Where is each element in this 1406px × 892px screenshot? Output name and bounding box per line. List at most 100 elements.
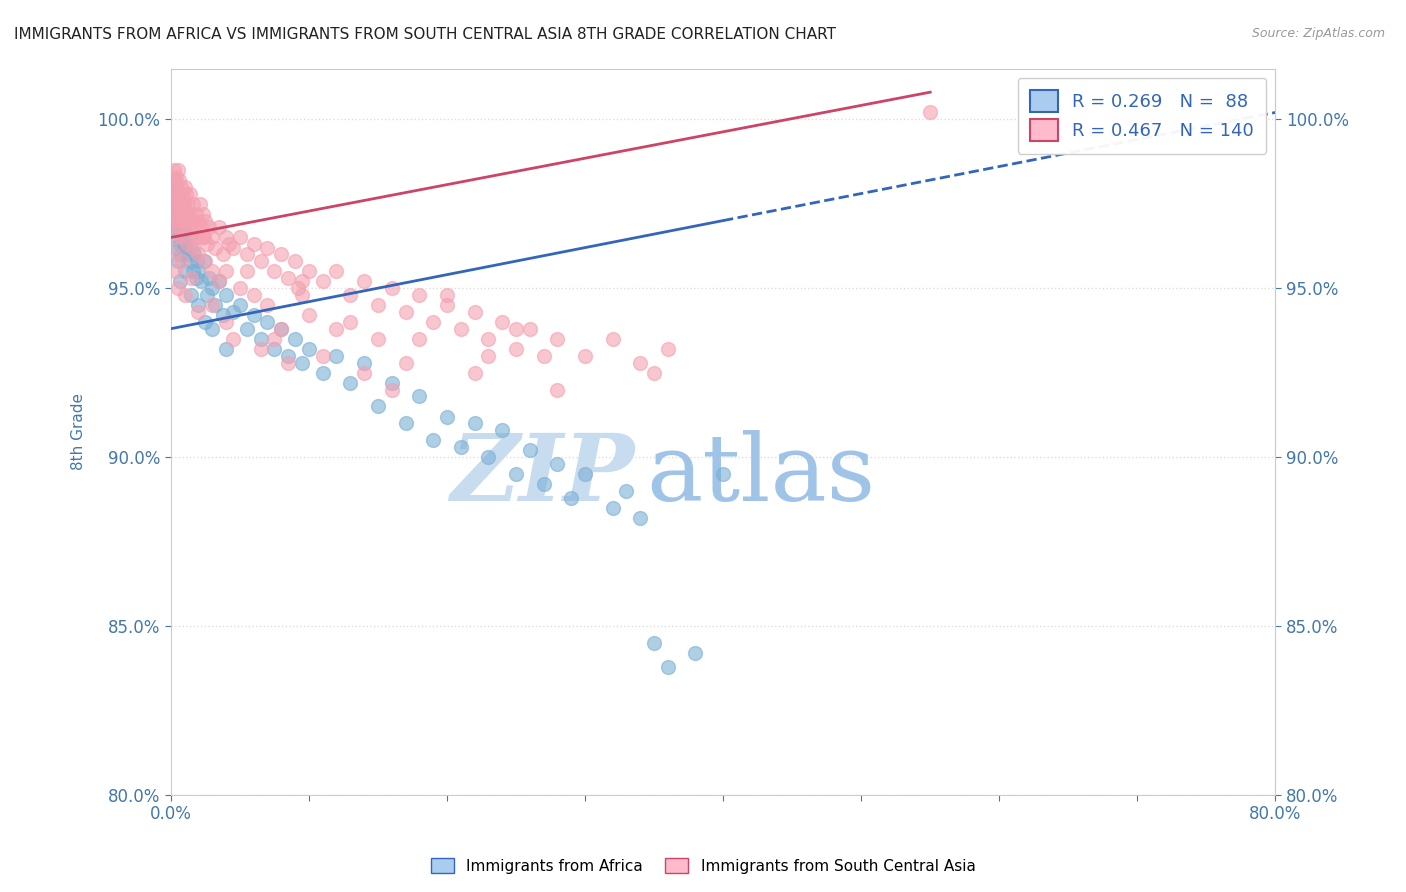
Point: [174, 186, 197, 201]
Point: [291, 288, 314, 302]
Point: [180, 271, 202, 285]
Point: [464, 305, 486, 319]
Point: [215, 288, 238, 302]
Point: [291, 355, 314, 369]
Point: [381, 376, 404, 390]
Point: [235, 247, 257, 261]
Point: [311, 366, 333, 380]
Point: [298, 264, 321, 278]
Point: [172, 186, 194, 201]
Point: [163, 230, 186, 244]
Point: [325, 349, 347, 363]
Point: [560, 491, 582, 505]
Point: [394, 355, 416, 369]
Point: [169, 196, 191, 211]
Point: [270, 322, 292, 336]
Point: [643, 636, 665, 650]
Text: ZIP: ZIP: [450, 430, 634, 520]
Point: [170, 230, 193, 244]
Text: Source: ZipAtlas.com: Source: ZipAtlas.com: [1251, 27, 1385, 40]
Point: [263, 332, 285, 346]
Point: [256, 315, 278, 329]
Point: [422, 434, 444, 448]
Point: [235, 322, 257, 336]
Point: [163, 241, 186, 255]
Point: [277, 271, 299, 285]
Point: [270, 322, 292, 336]
Point: [505, 342, 527, 356]
Point: [215, 230, 238, 244]
Point: [201, 322, 224, 336]
Point: [408, 389, 430, 403]
Point: [201, 281, 224, 295]
Point: [173, 220, 195, 235]
Point: [166, 203, 188, 218]
Point: [270, 247, 292, 261]
Point: [176, 213, 198, 227]
Point: [436, 298, 458, 312]
Point: [685, 646, 707, 660]
Point: [208, 274, 231, 288]
Legend: Immigrants from Africa, Immigrants from South Central Asia: Immigrants from Africa, Immigrants from …: [425, 852, 981, 880]
Point: [394, 305, 416, 319]
Point: [657, 659, 679, 673]
Point: [212, 308, 235, 322]
Point: [167, 173, 190, 187]
Point: [204, 298, 226, 312]
Point: [166, 281, 188, 295]
Point: [170, 207, 193, 221]
Point: [165, 196, 187, 211]
Point: [181, 241, 204, 255]
Point: [163, 213, 186, 227]
Point: [184, 207, 207, 221]
Point: [464, 366, 486, 380]
Point: [546, 332, 568, 346]
Point: [408, 332, 430, 346]
Point: [163, 264, 186, 278]
Point: [311, 349, 333, 363]
Point: [533, 349, 555, 363]
Point: [616, 483, 638, 498]
Point: [212, 247, 235, 261]
Point: [166, 220, 188, 235]
Point: [181, 196, 204, 211]
Text: IMMIGRANTS FROM AFRICA VS IMMIGRANTS FROM SOUTH CENTRAL ASIA 8TH GRADE CORRELATI: IMMIGRANTS FROM AFRICA VS IMMIGRANTS FRO…: [14, 27, 837, 42]
Point: [172, 230, 194, 244]
Point: [353, 274, 375, 288]
Point: [160, 207, 183, 221]
Point: [339, 288, 361, 302]
Point: [533, 477, 555, 491]
Point: [436, 409, 458, 424]
Point: [602, 332, 624, 346]
Point: [222, 332, 245, 346]
Point: [450, 440, 472, 454]
Point: [436, 288, 458, 302]
Point: [201, 298, 224, 312]
Point: [162, 196, 184, 211]
Text: atlas: atlas: [645, 430, 875, 520]
Point: [179, 220, 201, 235]
Point: [491, 315, 513, 329]
Point: [184, 271, 207, 285]
Point: [163, 186, 186, 201]
Point: [194, 315, 217, 329]
Point: [408, 288, 430, 302]
Point: [215, 264, 238, 278]
Point: [249, 332, 271, 346]
Point: [172, 196, 194, 211]
Point: [165, 207, 187, 221]
Point: [195, 288, 218, 302]
Point: [167, 230, 190, 244]
Point: [160, 179, 183, 194]
Point: [162, 186, 184, 201]
Point: [256, 241, 278, 255]
Point: [173, 196, 195, 211]
Point: [242, 237, 264, 252]
Point: [311, 274, 333, 288]
Point: [201, 264, 224, 278]
Point: [163, 247, 186, 261]
Point: [215, 315, 238, 329]
Point: [176, 196, 198, 211]
Point: [186, 230, 208, 244]
Point: [173, 288, 195, 302]
